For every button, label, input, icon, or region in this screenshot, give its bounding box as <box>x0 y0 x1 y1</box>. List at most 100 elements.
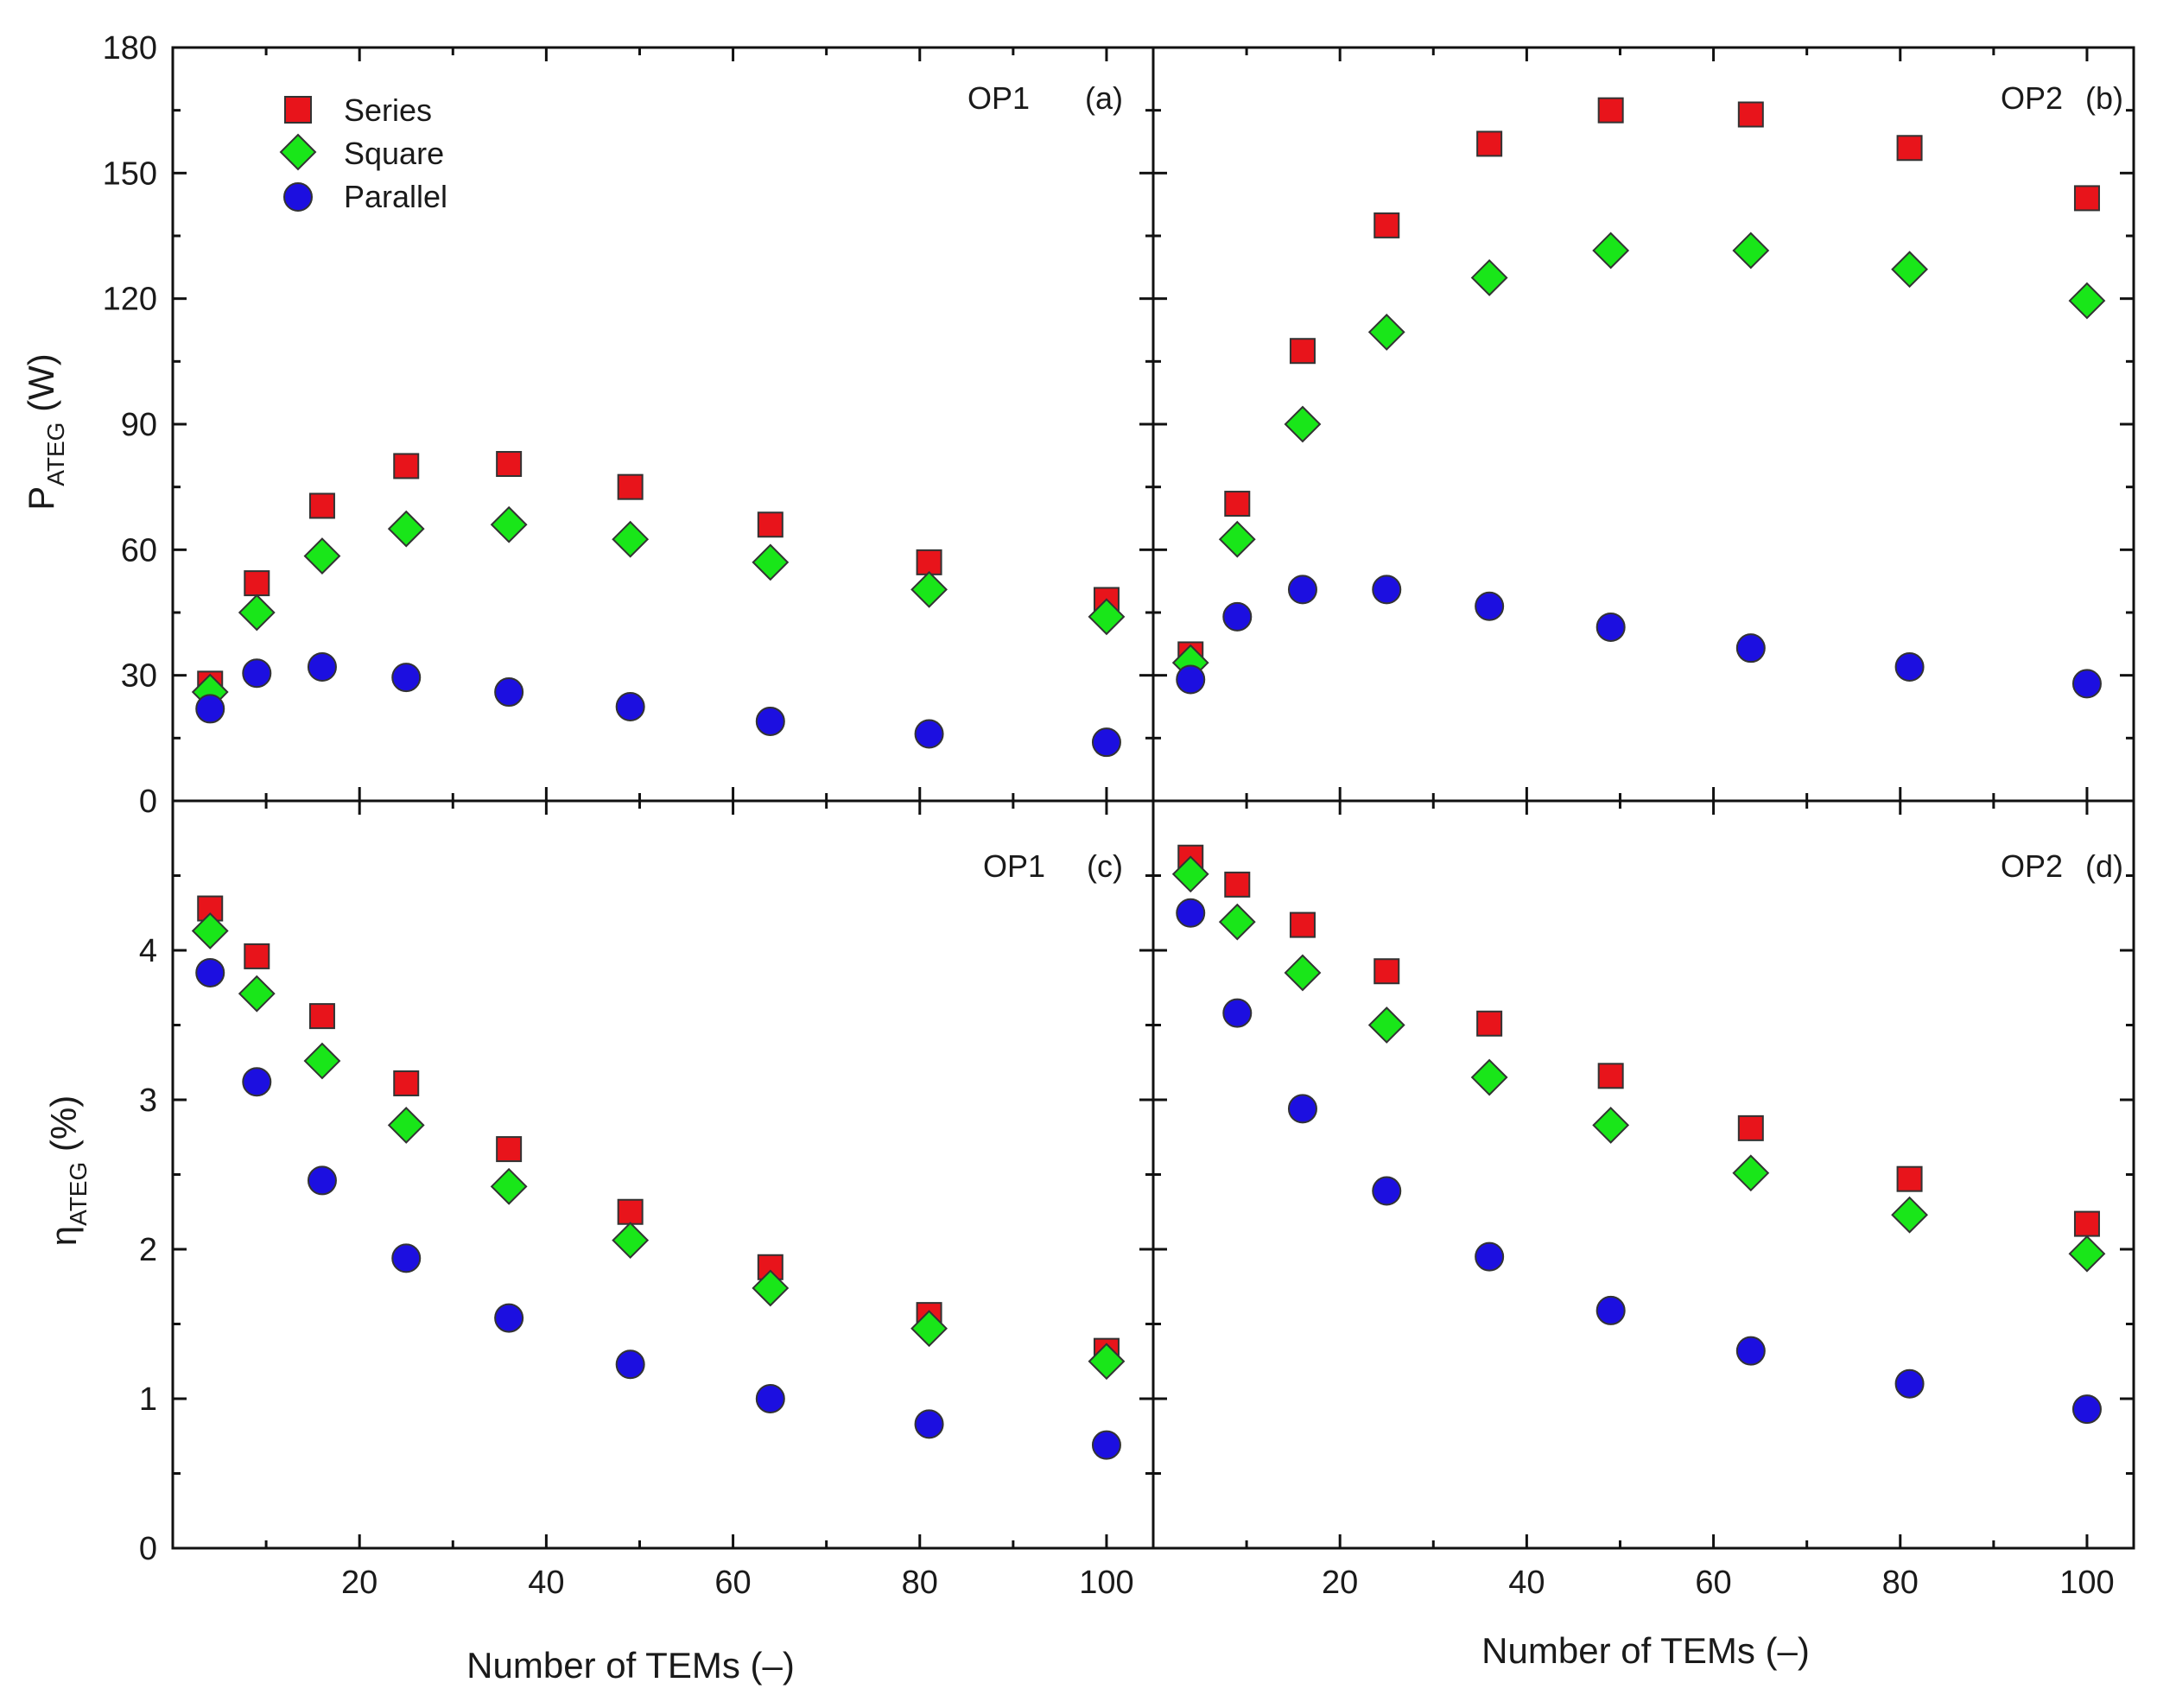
point-d-square <box>2068 1235 2106 1273</box>
point-d-square <box>1732 1154 1770 1192</box>
point-a-parallel <box>391 663 422 693</box>
y-axis-title-efficiency: ηATEG (%) <box>43 1095 92 1247</box>
point-d-square <box>1367 1006 1405 1044</box>
panel-d-condition: OP2 <box>2001 848 2063 884</box>
point-b-square <box>1470 259 1508 296</box>
point-d-parallel <box>1287 1094 1317 1124</box>
point-c-series <box>496 1136 523 1163</box>
panel-c-letter: (c) <box>1087 848 1123 884</box>
point-b-series <box>1896 135 1923 162</box>
point-b-series <box>2073 185 2100 212</box>
point-a-square <box>910 570 948 608</box>
point-b-series <box>1374 212 1400 238</box>
y-tick-label: 2 <box>139 1232 157 1268</box>
point-c-square <box>303 1042 341 1080</box>
point-c-square <box>238 975 276 1013</box>
point-a-series <box>757 511 783 538</box>
point-b-series <box>1289 338 1316 365</box>
point-c-square <box>191 912 229 949</box>
point-a-square <box>238 594 276 632</box>
point-c-parallel <box>195 957 225 987</box>
point-c-square <box>752 1269 790 1307</box>
point-c-parallel <box>1091 1430 1121 1460</box>
point-c-series <box>244 943 270 969</box>
point-c-parallel <box>494 1303 524 1333</box>
x-tick-label: 40 <box>528 1565 564 1601</box>
y-axis-title-efficiency-sub: ATEG <box>65 1162 92 1226</box>
point-d-parallel <box>1475 1241 1505 1272</box>
point-d-parallel <box>1222 998 1253 1028</box>
point-a-parallel <box>307 651 337 682</box>
y-tick-label: 90 <box>121 407 157 443</box>
point-a-series <box>617 473 644 500</box>
x-tick-label: 20 <box>1322 1565 1358 1601</box>
point-b-parallel <box>1287 575 1317 605</box>
point-a-parallel <box>242 658 272 689</box>
point-d-parallel <box>1894 1368 1925 1399</box>
y-tick-label: 0 <box>139 784 157 820</box>
point-a-series <box>393 453 420 479</box>
point-a-parallel <box>914 719 944 749</box>
point-d-square <box>1592 1106 1630 1144</box>
point-c-parallel <box>755 1384 785 1413</box>
point-d-series <box>1289 911 1316 938</box>
point-b-series <box>1476 130 1503 157</box>
y-axis-title-power-sub: ATEG <box>42 422 69 486</box>
point-b-square <box>1891 251 1928 289</box>
y-axis-title-power: PATEG (W) <box>21 353 69 510</box>
point-c-square <box>387 1106 425 1144</box>
point-d-square <box>1218 903 1256 941</box>
y-axis-title-power-main: P <box>21 486 61 511</box>
point-c-series <box>308 1003 335 1030</box>
y-tick-label: 30 <box>121 658 157 695</box>
point-d-series <box>1737 1114 1764 1141</box>
point-d-parallel <box>1176 898 1206 928</box>
point-c-parallel <box>615 1349 645 1380</box>
point-c-square <box>490 1167 528 1205</box>
point-b-parallel <box>1596 612 1626 642</box>
point-d-square <box>1171 855 1209 893</box>
point-b-parallel <box>1894 651 1925 682</box>
point-d-series <box>1224 871 1251 898</box>
point-b-square <box>2068 282 2106 320</box>
point-b-series <box>1737 101 1764 128</box>
point-b-square <box>1367 314 1405 351</box>
point-d-parallel <box>1372 1176 1402 1206</box>
point-c-parallel <box>307 1165 337 1196</box>
y-tick-label: 3 <box>139 1083 157 1119</box>
legend-series-marker <box>284 96 312 124</box>
point-c-parallel <box>914 1409 944 1439</box>
point-b-square <box>1284 405 1322 443</box>
point-c-square <box>1088 1343 1126 1381</box>
point-a-square <box>1088 598 1126 636</box>
point-b-parallel <box>1176 664 1206 695</box>
tick-labels: 0 30 60 90 120 150 180 0 1 2 3 4 20 40 60 80 100 20 40 60 80… <box>103 30 2115 1601</box>
x-tick-label: 40 <box>1508 1565 1545 1601</box>
point-b-series <box>1224 491 1251 517</box>
point-a-parallel <box>494 677 524 708</box>
point-d-series <box>2073 1210 2100 1237</box>
tick-marks <box>173 46 2134 1550</box>
point-d-series <box>1597 1063 1624 1089</box>
point-b-square <box>1732 232 1770 270</box>
point-d-parallel <box>2071 1394 2102 1425</box>
point-c-square <box>612 1222 650 1260</box>
x-tick-label: 60 <box>1695 1565 1731 1601</box>
y-axis-title-power-unit: (W) <box>21 353 61 422</box>
point-d-square <box>1470 1058 1508 1096</box>
point-a-series <box>308 492 335 519</box>
point-c-square <box>910 1310 948 1348</box>
legend-parallel-marker <box>283 182 313 212</box>
point-b-parallel <box>1372 575 1402 605</box>
point-a-parallel <box>755 706 785 736</box>
legend-parallel-label: Parallel <box>344 179 447 214</box>
panel-d-letter: (d) <box>2085 848 2123 884</box>
x-tick-label: 100 <box>2059 1565 2114 1601</box>
point-a-series <box>916 549 942 575</box>
point-b-parallel <box>1475 591 1505 621</box>
point-b-parallel <box>1735 633 1766 664</box>
y-tick-label: 120 <box>103 282 157 318</box>
point-b-square <box>1218 520 1256 558</box>
x-axis-title-left: Number of TEMs (–) <box>466 1645 795 1686</box>
